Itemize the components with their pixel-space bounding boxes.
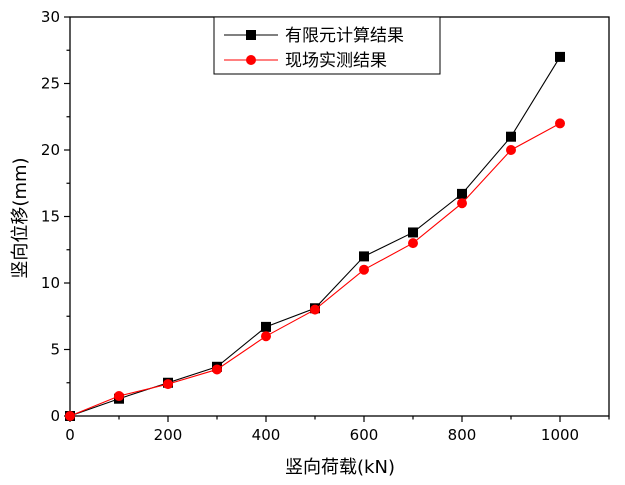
x-tick-label: 600 (350, 426, 379, 444)
y-tick-label: 5 (50, 341, 60, 359)
y-axis: 0 5 10 15 20 25 30 (41, 8, 70, 425)
data-point (555, 118, 565, 129)
data-point (65, 411, 75, 421)
y-tick-label: 25 (41, 75, 60, 93)
y-tick-label: 10 (41, 274, 60, 292)
series-line (69, 122, 561, 417)
data-point (408, 238, 418, 249)
data-point (114, 391, 124, 402)
series-layer (65, 51, 565, 421)
x-tick-label: 800 (448, 426, 477, 444)
y-tick-label: 30 (41, 8, 60, 26)
series-line (69, 56, 561, 417)
legend-box (213, 16, 441, 75)
y-axis-title: 竖向位移(mm) (10, 157, 31, 278)
data-point (506, 145, 516, 155)
data-point (163, 379, 173, 390)
x-tick-label: 400 (252, 426, 281, 444)
data-point (506, 131, 516, 142)
data-point (212, 364, 222, 375)
data-point (457, 198, 467, 209)
x-tick-label: 1000 (541, 426, 579, 444)
x-tick-label: 0 (65, 426, 75, 444)
series-0 (65, 51, 565, 421)
legend-marker (246, 30, 256, 40)
plot-border (69, 16, 610, 417)
series-1 (65, 118, 565, 421)
data-point (359, 251, 369, 262)
legend-item-fem: 有限元计算结果 (224, 26, 404, 46)
legend: 有限元计算结果 现场实测结果 (213, 16, 441, 75)
legend-marker (246, 55, 256, 65)
data-point (457, 188, 467, 199)
data-point (408, 227, 418, 238)
legend-label: 现场实测结果 (285, 51, 387, 71)
y-tick-label: 15 (41, 208, 60, 226)
legend-label: 有限元计算结果 (285, 26, 404, 46)
x-tick-label: 200 (154, 426, 183, 444)
data-point (310, 304, 320, 315)
data-point (261, 331, 271, 342)
x-axis-title: 竖向荷载(kN) (285, 457, 395, 478)
legend-item-field: 现场实测结果 (224, 51, 387, 71)
x-axis: 0 200 400 600 800 1000 (65, 416, 610, 444)
plot-frame (69, 16, 610, 417)
data-point (359, 264, 369, 275)
data-point (555, 51, 565, 62)
y-tick-label: 0 (50, 407, 60, 425)
y-tick-label: 20 (41, 141, 60, 159)
data-point (261, 321, 271, 332)
